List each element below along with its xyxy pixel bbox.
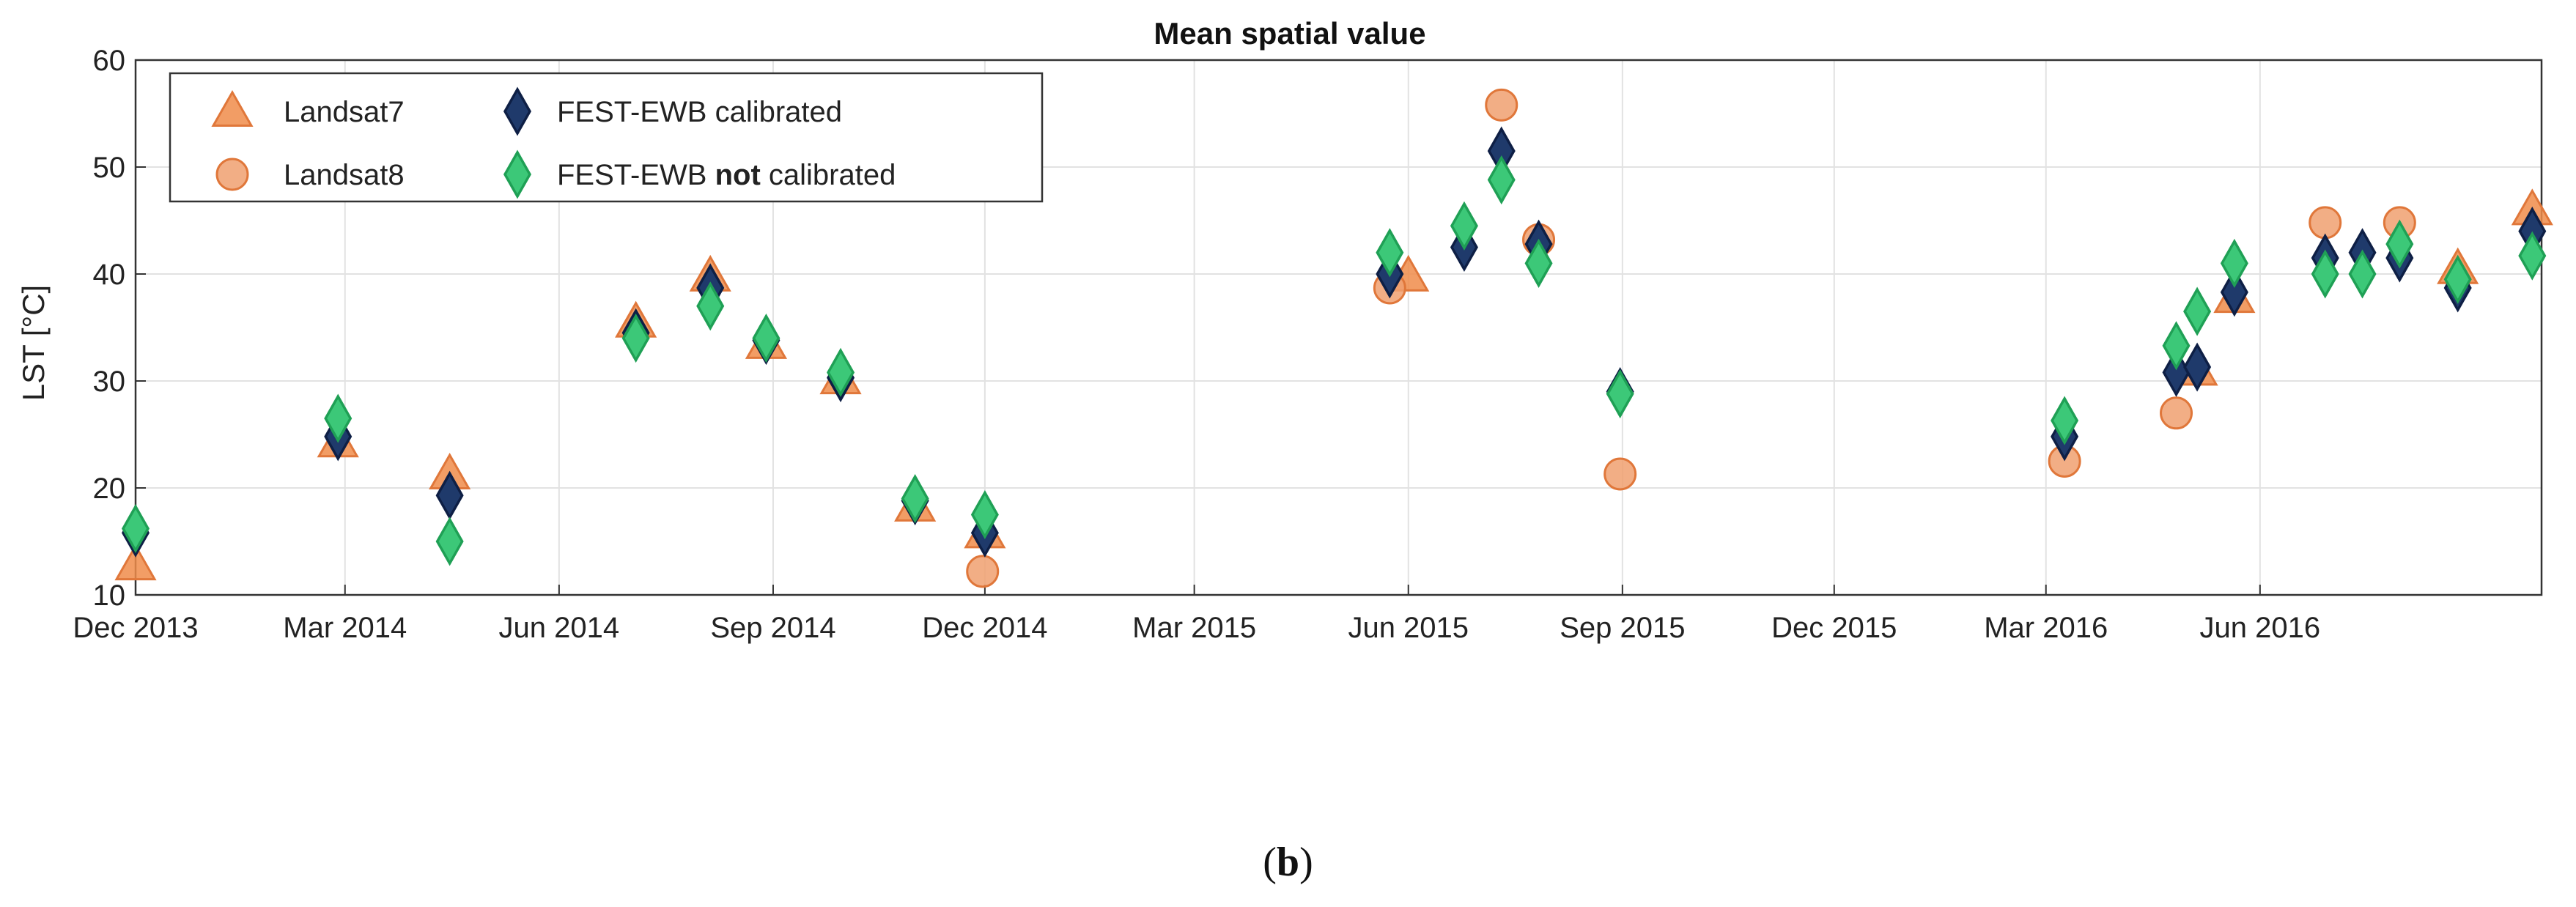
x-tick-label: Sep 2014 xyxy=(710,612,835,644)
not-calibrated-point xyxy=(752,314,780,363)
series-3 xyxy=(121,155,2547,566)
landsat8-point xyxy=(966,555,1000,588)
caption-close: ) xyxy=(1299,840,1313,885)
x-tick-label: Dec 2015 xyxy=(1771,612,1897,644)
y-tick-label: 50 xyxy=(93,152,126,184)
not-calibrated-point xyxy=(2348,249,2377,299)
x-tick-label: Mar 2014 xyxy=(283,612,407,644)
not-calibrated-point xyxy=(1376,228,1404,278)
calibrated-point xyxy=(2183,342,2212,392)
legend-label-3: FEST-EWB not calibrated xyxy=(557,159,896,191)
not-calibrated-point xyxy=(435,517,464,566)
legend: Landsat7 Landsat8 FEST-EWB calibrated FEST-… xyxy=(169,72,1044,203)
y-tick-label: 40 xyxy=(93,259,126,291)
legend-box xyxy=(169,72,1044,203)
x-tick-label: Jun 2015 xyxy=(1348,612,1469,644)
not-calibrated-point xyxy=(1487,155,1516,205)
y-tick-label: 30 xyxy=(93,366,126,398)
legend-marker-2 xyxy=(503,86,532,136)
not-calibrated-point xyxy=(2183,286,2212,336)
not-calibrated-point xyxy=(901,474,929,524)
not-calibrated-point xyxy=(2518,231,2547,281)
axes-frame xyxy=(134,59,2543,596)
landsat8-point xyxy=(2160,396,2193,430)
legend-marker-0 xyxy=(211,89,254,127)
landsat8-point xyxy=(1603,457,1637,491)
legend-label-2: FEST-EWB calibrated xyxy=(557,96,842,128)
x-tick-label: Mar 2015 xyxy=(1132,612,1256,644)
not-calibrated-point xyxy=(2051,396,2079,445)
not-calibrated-point xyxy=(1606,369,1634,419)
not-calibrated-point xyxy=(324,393,353,443)
data-marks xyxy=(114,88,2553,588)
figure-caption: (b) xyxy=(0,839,2576,886)
not-calibrated-point xyxy=(2443,254,2472,304)
calibrated-point xyxy=(2220,267,2248,317)
not-calibrated-point xyxy=(1450,201,1478,251)
y-tick-label: 60 xyxy=(93,45,126,77)
x-tick-label: Jun 2014 xyxy=(499,612,620,644)
x-tick-label: Mar 2016 xyxy=(1984,612,2108,644)
not-calibrated-point xyxy=(970,489,999,540)
not-calibrated-point xyxy=(696,281,725,331)
not-calibrated-point xyxy=(621,314,650,363)
caption-open: ( xyxy=(1263,840,1277,885)
landsat7-point xyxy=(114,544,157,581)
y-tick-label: 10 xyxy=(93,580,126,612)
not-calibrated-point xyxy=(2220,238,2248,288)
not-calibrated-point xyxy=(827,347,855,397)
x-tick-label: Jun 2016 xyxy=(2200,612,2321,644)
not-calibrated-point xyxy=(1524,238,1553,288)
legend-label-1: Landsat8 xyxy=(284,159,405,191)
axes: 10 20 30 40 50 60 Dec 2013 Mar 2014 Jun 2014 Sep … xyxy=(73,45,2543,644)
x-tick-label: Dec 2014 xyxy=(922,612,1047,644)
landsat8-point xyxy=(1485,88,1518,122)
y-axis-label: LST [°C] xyxy=(16,285,51,401)
not-calibrated-point xyxy=(2162,321,2191,371)
x-tick-label: Dec 2013 xyxy=(73,612,198,644)
legend-marker-3 xyxy=(503,149,532,199)
not-calibrated-point xyxy=(2385,219,2414,269)
legend-marker-1 xyxy=(215,158,249,191)
not-calibrated-point xyxy=(121,503,150,554)
x-tick-label: Sep 2015 xyxy=(1560,612,1685,644)
chart-title: Mean spatial value xyxy=(1154,16,1425,51)
series-1 xyxy=(966,88,2416,588)
legend-label-0: Landsat7 xyxy=(284,96,405,128)
not-calibrated-point xyxy=(2311,249,2339,299)
y-tick-label: 20 xyxy=(93,473,126,505)
caption-letter: b xyxy=(1276,840,1300,885)
